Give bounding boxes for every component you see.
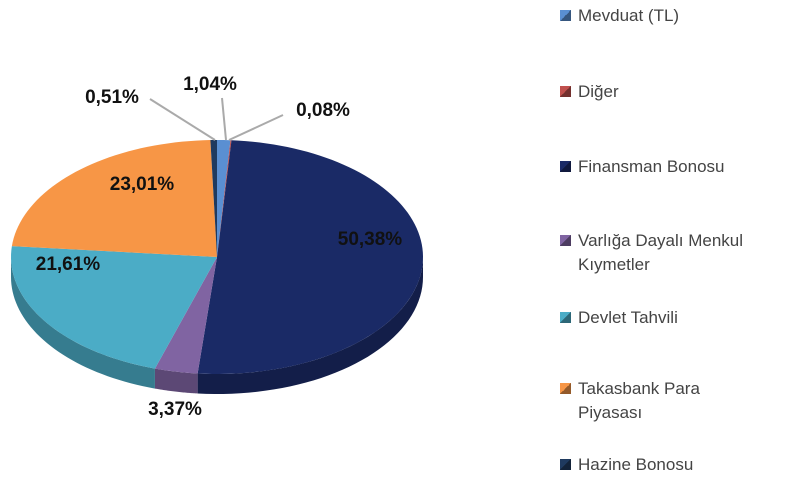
legend-label: Takasbank Para Piyasası <box>578 379 700 422</box>
data-label: 0,08% <box>296 100 350 121</box>
legend-item: Mevduat (TL) <box>560 4 798 28</box>
legend-label: Devlet Tahvili <box>578 308 678 327</box>
slice <box>210 140 217 257</box>
legend-label: Hazine Bonosu <box>578 455 694 474</box>
legend-swatch <box>560 10 571 21</box>
data-label: 21,61% <box>36 254 101 275</box>
legend-item: Devlet Tahvili <box>560 306 798 330</box>
slice <box>11 140 218 257</box>
slice <box>217 140 231 257</box>
data-label: 1,04% <box>183 74 237 95</box>
data-label: 23,01% <box>110 174 175 195</box>
legend-item: Hazine Bonosu <box>560 453 798 477</box>
data-label: 3,37% <box>148 399 202 420</box>
slice <box>197 140 423 374</box>
pie-area: 1,04% 0,08% 50,38% 3,37% 21,61% 23,01% 0,51% <box>11 74 423 420</box>
data-label: 50,38% <box>338 229 403 250</box>
leader-line <box>228 114 284 141</box>
legend-label: Diğer <box>578 82 619 101</box>
data-label: 0,51% <box>85 87 139 108</box>
legend-label: Finansman Bonosu <box>578 157 725 176</box>
slice-side <box>197 257 423 394</box>
legend-swatch <box>560 235 571 246</box>
slice-side <box>154 368 198 394</box>
legend-label: Varlığa Dayalı Menkul Kıymetler <box>578 231 744 274</box>
legend-swatch <box>560 383 571 394</box>
legend-swatch <box>560 86 571 97</box>
slice <box>11 246 217 369</box>
legend-item: Takasbank Para Piyasası <box>560 377 728 425</box>
legend-item: Varlığa Dayalı Menkul Kıymetler <box>560 229 778 277</box>
legend-item: Finansman Bonosu <box>560 155 798 179</box>
leader-line <box>221 97 227 141</box>
legend-swatch <box>560 459 571 470</box>
slice <box>217 140 232 257</box>
legend-item: Diğer <box>560 80 798 104</box>
legend-swatch <box>560 161 571 172</box>
legend: Mevduat (TL) Diğer Finansman Bonosu Varlığa… <box>560 0 802 477</box>
legend-swatch <box>560 312 571 323</box>
slice <box>154 257 217 374</box>
slice-side <box>11 257 155 389</box>
legend-label: Mevduat (TL) <box>578 6 680 25</box>
leader-line <box>149 98 216 141</box>
